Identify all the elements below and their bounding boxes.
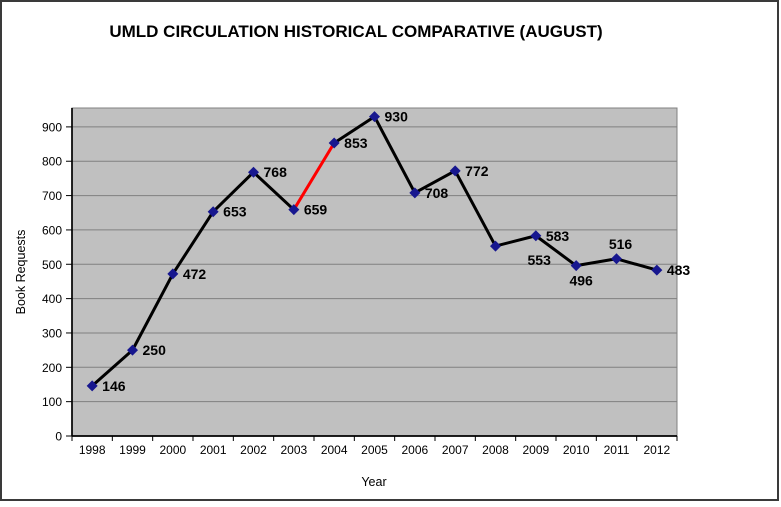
y-tick-label: 900 xyxy=(42,120,62,134)
data-label: 708 xyxy=(425,185,449,201)
x-tick-label: 2006 xyxy=(401,443,428,457)
series-segment xyxy=(332,115,376,145)
y-tick-label: 0 xyxy=(55,430,62,444)
x-tick-label: 2002 xyxy=(240,443,267,457)
data-point-marker xyxy=(490,240,501,252)
data-point-marker xyxy=(288,204,300,216)
data-label: 472 xyxy=(183,266,207,282)
data-label: 583 xyxy=(546,228,570,244)
data-point-marker xyxy=(86,380,98,392)
data-label: 853 xyxy=(344,135,368,151)
x-tick-label: 2012 xyxy=(643,443,670,457)
series-segment xyxy=(90,348,134,388)
x-tick-label: 2001 xyxy=(200,443,227,457)
series-segment xyxy=(574,257,618,268)
x-tick-label: 2007 xyxy=(442,443,469,457)
data-label: 768 xyxy=(264,164,288,180)
y-tick-label: 500 xyxy=(42,258,62,272)
data-label: 496 xyxy=(569,273,593,289)
chart-title: UMLD CIRCULATION HISTORICAL COMPARATIVE … xyxy=(109,22,602,41)
x-tick-label: 2003 xyxy=(280,443,307,457)
y-tick-label: 100 xyxy=(42,395,62,409)
data-label: 553 xyxy=(528,252,552,268)
data-point-marker xyxy=(369,111,380,123)
x-tick-label: 2005 xyxy=(361,443,388,457)
x-tick-label: 2011 xyxy=(604,443,630,457)
series-segment xyxy=(211,170,255,214)
x-tick-label: 2010 xyxy=(563,443,590,457)
x-tick-label: 2008 xyxy=(482,443,509,457)
y-tick-label: 700 xyxy=(42,189,62,203)
series-segment xyxy=(615,257,659,272)
data-point-marker xyxy=(570,260,582,272)
series-segment xyxy=(453,169,497,248)
series-segment-highlight xyxy=(292,141,336,212)
x-axis-title: Year xyxy=(361,475,386,489)
data-point-marker xyxy=(651,264,663,276)
series-segment xyxy=(171,210,215,276)
data-point-marker xyxy=(409,187,421,199)
y-tick-label: 600 xyxy=(42,223,62,237)
data-label: 146 xyxy=(102,378,126,394)
x-tick-label: 2004 xyxy=(321,443,348,457)
series-segment xyxy=(373,115,417,195)
data-label: 250 xyxy=(143,342,167,358)
data-label: 772 xyxy=(465,163,489,179)
y-axis-title: Book Requests xyxy=(14,230,28,315)
y-tick-label: 800 xyxy=(42,155,62,169)
series-segment xyxy=(494,234,538,248)
data-label: 653 xyxy=(223,204,247,220)
data-point-marker xyxy=(328,137,340,149)
x-tick-label: 1998 xyxy=(79,443,106,457)
data-point-marker xyxy=(207,206,219,218)
x-tick-label: 1999 xyxy=(119,443,146,457)
data-label: 516 xyxy=(609,236,633,252)
y-tick-label: 200 xyxy=(42,361,62,375)
data-point-marker xyxy=(449,165,461,177)
series-segment xyxy=(252,170,296,212)
x-tick-label: 2000 xyxy=(159,443,186,457)
data-label: 930 xyxy=(385,109,409,125)
series-segment xyxy=(131,272,175,352)
data-point-marker xyxy=(530,230,542,242)
plot-area: 0 100 200 300 400 500 600 700 800 900 1998 1999 2000… xyxy=(42,107,691,457)
x-tick-label: 2009 xyxy=(522,443,549,457)
data-label: 483 xyxy=(667,262,691,278)
series-segment xyxy=(413,169,457,195)
data-point-marker xyxy=(127,344,138,356)
y-tick-label: 400 xyxy=(42,292,62,306)
y-tick-label: 300 xyxy=(42,326,62,340)
data-point-marker xyxy=(611,253,622,265)
data-point-marker xyxy=(167,268,179,280)
data-point-marker xyxy=(248,166,259,178)
series-segment xyxy=(534,234,578,268)
data-label: 659 xyxy=(304,202,328,218)
